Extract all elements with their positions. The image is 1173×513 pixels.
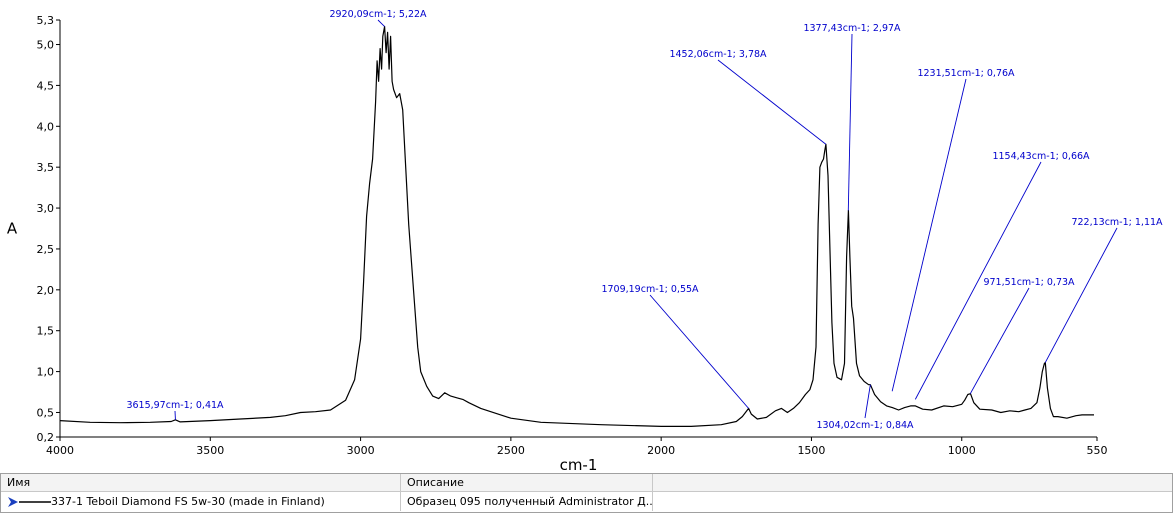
x-tick-label: 550: [1087, 444, 1108, 457]
spectrum-line: [59, 25, 1094, 427]
y-tick-label: 3,0: [37, 202, 55, 215]
peak-leader-line: [1044, 227, 1118, 363]
y-tick-label: 2,0: [37, 284, 55, 297]
legend-series-name: 337-1 Teboil Diamond FS 5w-30 (made in F…: [51, 495, 325, 508]
x-axis: 4000 3500 3000 2500 2000 1500 1000 550: [46, 437, 1108, 457]
peak-leader-line: [969, 287, 1030, 394]
y-tick-label: 0,2: [37, 431, 55, 444]
axis-lines: [59, 20, 1097, 438]
y-tick-label: 1,5: [37, 325, 55, 338]
y-tick-label: 1,0: [37, 366, 55, 379]
legend-description-cell: Образец 095 полученный Administrator Д..…: [401, 492, 653, 511]
peak-label: 2920,09cm-1; 5,22A: [329, 9, 427, 20]
y-tick-label: 2,5: [37, 243, 55, 256]
series-line-marker-icon: [8, 497, 51, 507]
peak-leader-line: [864, 384, 871, 419]
column-header-description[interactable]: Описание: [401, 474, 653, 491]
y-tick-label: 5,3: [37, 14, 55, 27]
y-axis: 0,2 0,5 1,0 1,5 2,0 2,5 3,0 3,5 4,0 4,5 5,0 5,3: [37, 14, 60, 444]
y-tick-label: 4,5: [37, 79, 55, 92]
legend-header-row: Имя Описание: [1, 474, 1172, 492]
peak-leader-line: [377, 19, 385, 27]
series-group: [59, 25, 1094, 427]
peak-leader-line: [914, 161, 1042, 400]
peak-label: 1452,06cm-1; 3,78A: [669, 49, 767, 60]
column-header-empty: [653, 474, 1172, 491]
peak-annotations: 2920,09cm-1; 5,22A 1452,06cm-1; 3,78A 1377…: [126, 9, 1163, 431]
legend-empty-cell: [653, 492, 1172, 511]
x-tick-label: 2500: [497, 444, 525, 457]
peak-label: 3615,97cm-1; 0,41A: [126, 400, 224, 411]
x-tick-label: 2000: [647, 444, 675, 457]
x-tick-label: 4000: [46, 444, 74, 457]
x-axis-title: cm-1: [560, 456, 598, 473]
y-tick-label: 5,0: [37, 39, 55, 52]
peak-label: 1154,43cm-1; 0,66A: [992, 151, 1090, 162]
peak-label: 1377,43cm-1; 2,97A: [803, 23, 901, 34]
x-tick-label: 1500: [797, 444, 825, 457]
peak-label: 1231,51cm-1; 0,76A: [917, 68, 1015, 79]
column-header-name[interactable]: Имя: [1, 474, 401, 491]
legend-name-cell[interactable]: 337-1 Teboil Diamond FS 5w-30 (made in F…: [1, 492, 401, 511]
x-tick-label: 1000: [948, 444, 976, 457]
y-tick-label: 0,5: [37, 406, 55, 419]
y-tick-label: 3,5: [37, 161, 55, 174]
x-tick-label: 3500: [196, 444, 224, 457]
peak-leader-line: [847, 33, 853, 211]
x-tick-label: 3000: [347, 444, 375, 457]
peak-leader-line: [649, 294, 749, 409]
peak-leader-line: [891, 78, 967, 392]
y-tick-label: 4,0: [37, 120, 55, 133]
peak-label: 722,13cm-1; 1,11A: [1071, 217, 1163, 228]
peak-label: 971,51cm-1; 0,73A: [983, 277, 1075, 288]
spectrum-chart: 0,2 0,5 1,0 1,5 2,0 2,5 3,0 3,5 4,0 4,5 5,0 5,3 400…: [7, 9, 1163, 473]
peak-leader-line: [717, 59, 827, 145]
y-axis-title: A: [7, 220, 18, 238]
legend-spectrum-row[interactable]: 337-1 Teboil Diamond FS 5w-30 (made in F…: [1, 492, 1172, 511]
peak-label: 1304,02cm-1; 0,84A: [816, 420, 914, 431]
spectrum-legend-table: Имя Описание 337-1 Teboil Diamond FS 5w-…: [0, 473, 1173, 513]
peak-label: 1709,19cm-1; 0,55A: [601, 284, 699, 295]
